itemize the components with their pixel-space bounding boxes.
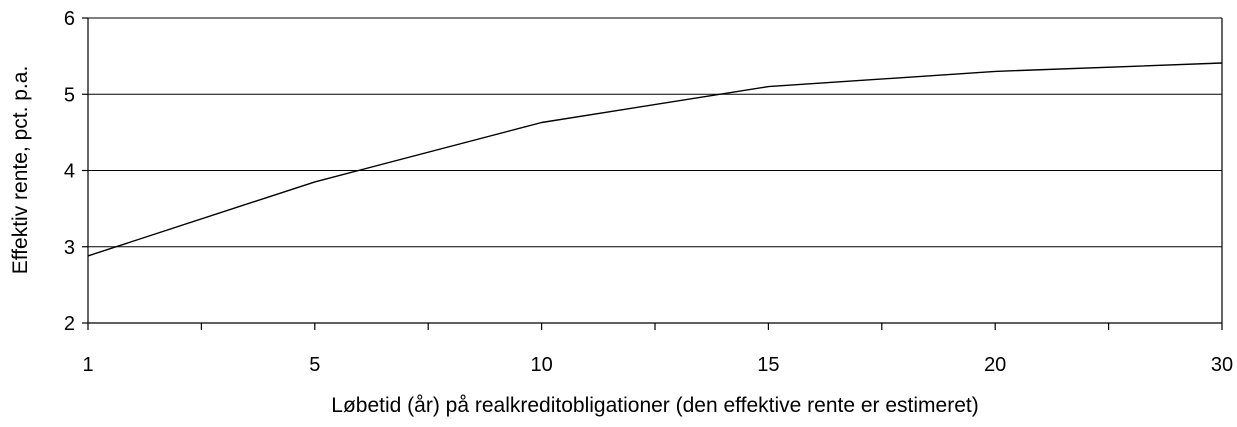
x-axis-title: Løbetid (år) på realkreditobligationer (…: [331, 394, 978, 417]
series-line: [87, 62, 1223, 257]
x-tick-labels: 1 5 10 15 20 30: [82, 323, 1233, 376]
y-tick-label: 4: [64, 161, 75, 183]
gridlines: [88, 17, 1223, 323]
y-tick-label: 3: [64, 237, 75, 259]
y-tick-label: 6: [64, 8, 75, 30]
y-tick-labels: 2 3 4 5 6: [64, 8, 88, 335]
x-tick-label: 5: [309, 354, 320, 376]
y-tick-label: 2: [64, 313, 75, 335]
x-tick-label: 30: [1211, 354, 1233, 376]
series: [87, 62, 1223, 257]
x-tick-label: 20: [984, 354, 1006, 376]
x-tick-label: 15: [757, 354, 779, 376]
y-tick-label: 5: [64, 84, 75, 106]
x-tick-label: 10: [530, 354, 552, 376]
x-tick-label: 1: [82, 354, 93, 376]
y-axis-title: Effektiv rente, pct. p.a.: [9, 66, 32, 275]
